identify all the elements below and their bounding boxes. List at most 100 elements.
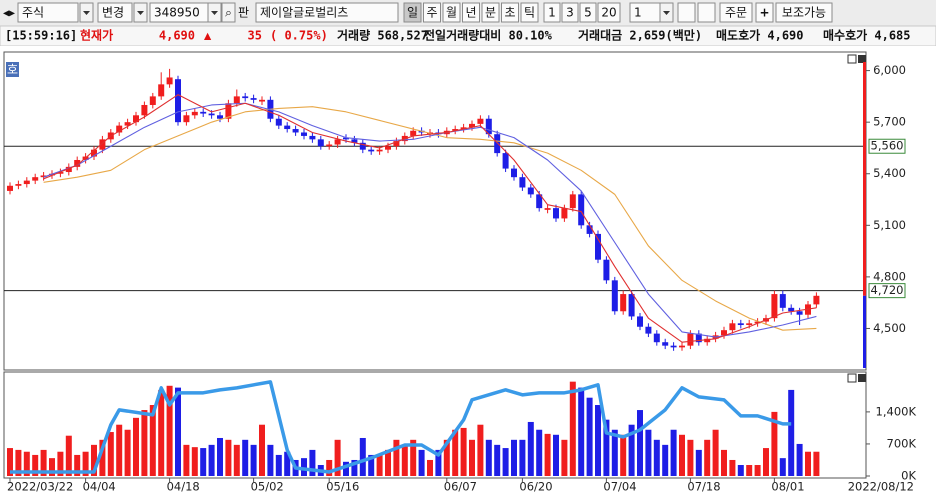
button-label[interactable]: 348950: [154, 6, 200, 20]
button[interactable]: [543, 2, 561, 23]
button[interactable]: [561, 2, 579, 23]
candle-body: [679, 345, 685, 348]
button[interactable]: [481, 2, 500, 23]
volume-bar: [32, 454, 39, 476]
candle-body: [519, 177, 526, 188]
search[interactable]: [221, 2, 236, 23]
button-label[interactable]: 1: [634, 6, 642, 20]
nav-icon[interactable]: ◂▸: [3, 6, 15, 20]
candle-body: [292, 129, 299, 133]
volume-bar: [309, 449, 316, 476]
volume-bar: [40, 449, 47, 476]
change: 35: [248, 29, 262, 43]
candle-body: [502, 153, 509, 169]
candle-body: [351, 139, 358, 143]
candle-body: [359, 142, 366, 150]
candle-body: [477, 118, 484, 124]
button[interactable]: [17, 2, 79, 23]
volume-bar: [586, 397, 593, 476]
button-label[interactable]: 일: [407, 6, 418, 20]
volume-bar: [385, 449, 391, 476]
button[interactable]: [423, 2, 441, 23]
price-line-box: [868, 138, 906, 154]
button[interactable]: [597, 2, 621, 23]
price-line-box: [868, 283, 906, 299]
volume: 거래량 568,527: [337, 28, 428, 43]
volume-bar: [695, 449, 702, 476]
candle-body: [628, 294, 635, 317]
volume-ratio: 전일거래량대비 80.10%: [424, 28, 553, 43]
button-label[interactable]: 틱: [524, 6, 535, 20]
candle-body: [376, 149, 383, 152]
candle-body: [317, 139, 324, 147]
button[interactable]: [520, 2, 539, 23]
volume-bar: [49, 458, 55, 476]
candle-body: [578, 194, 585, 226]
candle-body: [175, 79, 181, 123]
button-label[interactable]: 초: [504, 6, 515, 20]
badge[interactable]: 호: [7, 63, 18, 77]
volume-bar: [359, 437, 366, 476]
price: 4,690: [159, 29, 195, 43]
price-label: 현재가: [80, 28, 113, 43]
button-label[interactable]: 주: [426, 6, 437, 20]
badge-bg[interactable]: [6, 62, 19, 77]
pane-button[interactable]: [858, 374, 866, 382]
button[interactable]: [97, 2, 133, 23]
button-label[interactable]: 3: [566, 6, 574, 20]
ask: 매도호가 4,690: [716, 28, 804, 43]
volume-bar: [771, 411, 778, 476]
button-label[interactable]: 보조가능: [782, 6, 826, 20]
volume-bar: [754, 465, 761, 476]
dropdown-arrow: [137, 11, 144, 15]
volume-bar: [502, 448, 509, 476]
volume-bar: [805, 451, 811, 476]
volume-bar: [326, 459, 333, 476]
y-tick-label: 700K: [887, 436, 917, 450]
button-label[interactable]: 월: [446, 6, 457, 20]
pane-button[interactable]: [847, 54, 857, 64]
button-label[interactable]: 주식: [22, 6, 44, 20]
pan[interactable]: 판: [238, 6, 249, 20]
line: [43, 102, 817, 338]
candle-body: [485, 118, 492, 135]
button[interactable]: [255, 2, 399, 23]
button-label[interactable]: 20: [601, 6, 616, 20]
volume-bar: [124, 429, 131, 476]
pane-button[interactable]: [847, 373, 857, 383]
volume-bar: [662, 444, 669, 476]
candle-body: [23, 180, 30, 185]
volume-bar: [519, 439, 526, 476]
button-label[interactable]: 5: [584, 6, 592, 20]
candle-body: [368, 149, 375, 152]
button-label[interactable]: 년: [465, 6, 476, 20]
button[interactable]: [403, 2, 422, 23]
button[interactable]: [719, 2, 753, 23]
button[interactable]: [677, 2, 696, 23]
button[interactable]: [501, 2, 519, 23]
button-label[interactable]: 변경: [102, 6, 124, 20]
volume-bar: [704, 439, 711, 476]
button-label[interactable]: 1: [548, 6, 556, 20]
volume-bar: [301, 458, 307, 476]
button[interactable]: [775, 2, 833, 23]
volume-bar: [133, 417, 139, 476]
candle-body: [544, 208, 551, 210]
button[interactable]: [755, 2, 774, 23]
candle-body: [326, 144, 333, 147]
x-tick-label: 04/18: [167, 480, 200, 494]
pane-button[interactable]: [858, 55, 866, 63]
button[interactable]: [442, 2, 461, 23]
button-label[interactable]: 분: [485, 6, 496, 20]
button-label[interactable]: 주문: [725, 6, 747, 20]
candle-body: [561, 208, 568, 219]
button[interactable]: [462, 2, 480, 23]
button[interactable]: [579, 2, 597, 23]
candle-body: [754, 321, 761, 324]
volume-bar: [796, 443, 803, 476]
volume-bar: [242, 439, 249, 476]
candle-body: [603, 259, 610, 281]
button[interactable]: [697, 2, 716, 23]
button-label[interactable]: 제이알글로벌리츠: [260, 6, 348, 20]
